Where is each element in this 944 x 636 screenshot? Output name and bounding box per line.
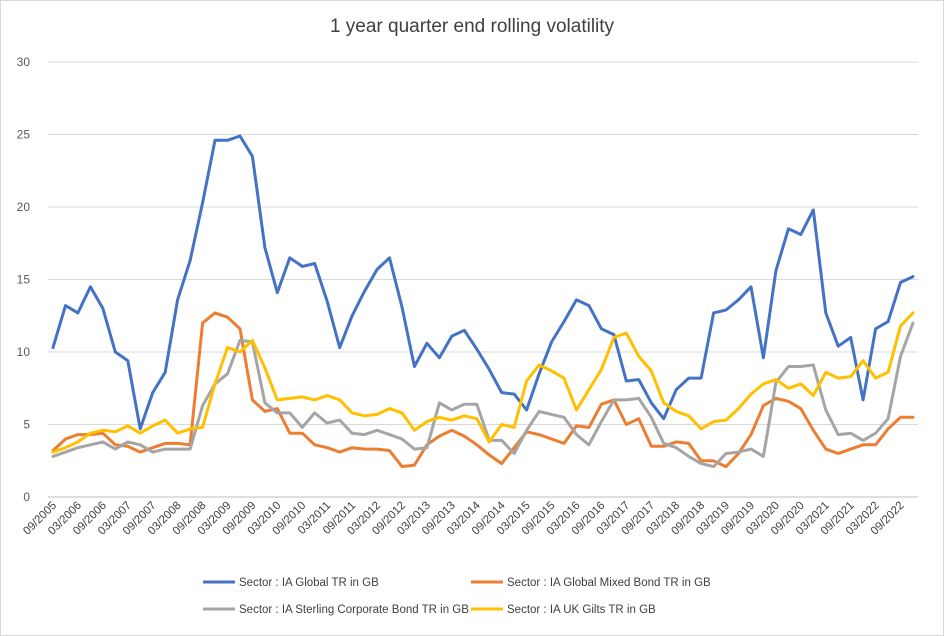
y-tick-label: 10: [17, 345, 31, 359]
gridlines: [48, 61, 918, 498]
x-axis: 09/200503/200609/200603/200709/200703/20…: [21, 499, 906, 537]
legend-label-2: Sector : IA Global Mixed Bond TR in GB: [507, 577, 711, 589]
legend-label-4: Sector : IA UK Gilts TR in GB: [507, 604, 656, 616]
series-line-2: [51, 311, 915, 469]
y-tick-label: 20: [17, 200, 31, 214]
y-tick-label: 30: [17, 55, 31, 69]
y-axis: 0 5 10 15 20 25 30: [17, 55, 31, 504]
chart-title: 1 year quarter end rolling volatility: [329, 16, 615, 37]
series-line-4: [51, 311, 915, 454]
series-lines: [51, 134, 915, 469]
y-tick-label: 15: [17, 273, 31, 287]
legend-label-3: Sector : IA Sterling Corporate Bond TR i…: [239, 604, 469, 616]
legend-label-1: Sector : IA Global TR in GB: [239, 577, 379, 589]
legend: Sector : IA Global TR in GB Sector : IA G…: [203, 577, 711, 616]
series-line-1: [51, 134, 915, 431]
y-tick-label: 5: [23, 418, 30, 432]
y-tick-label: 25: [17, 128, 31, 142]
y-tick-label: 0: [23, 490, 30, 504]
